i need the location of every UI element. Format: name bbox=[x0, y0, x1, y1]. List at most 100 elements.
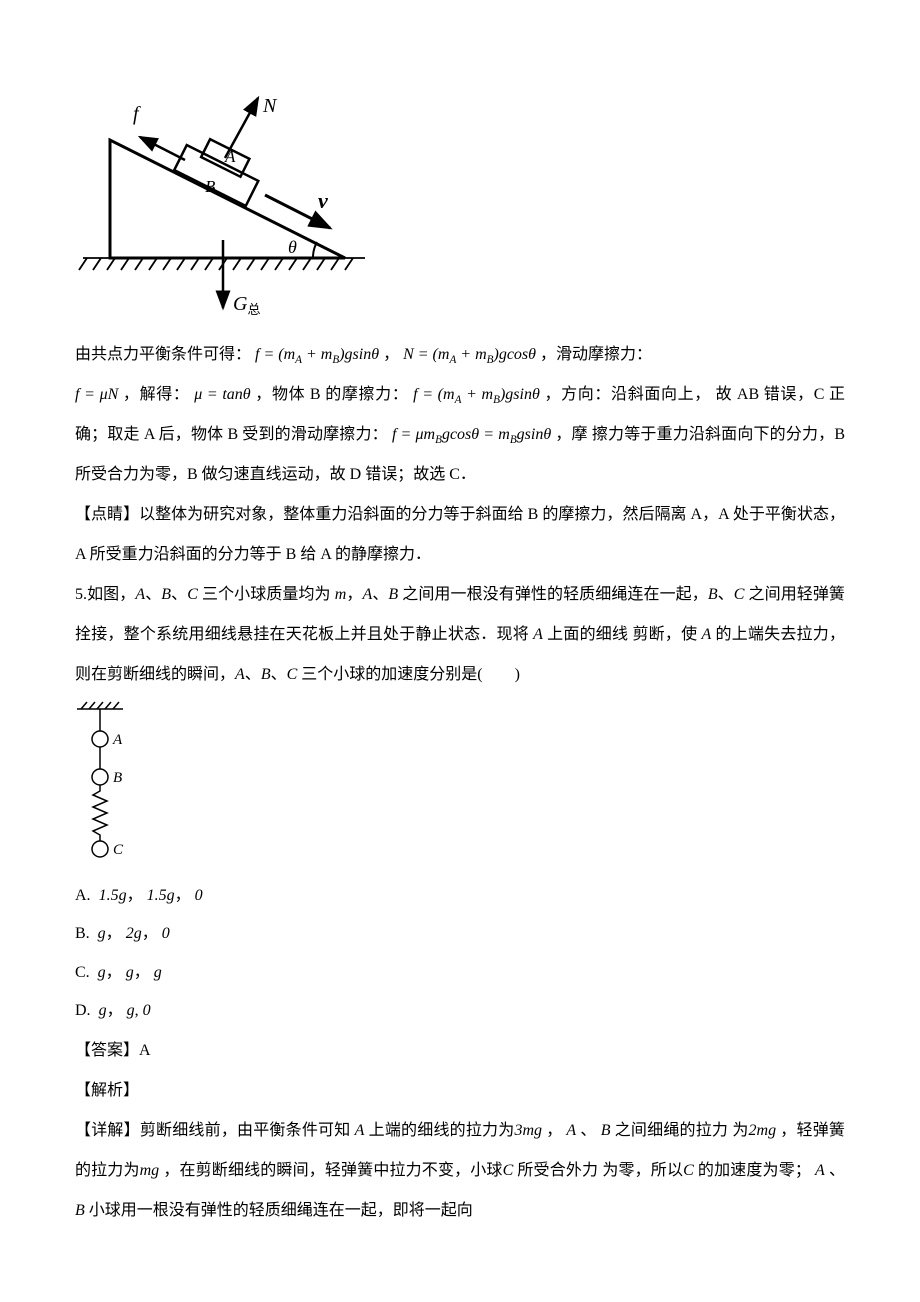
opt-A-t1: 1.5 bbox=[99, 887, 119, 904]
exp-p2a: 为 bbox=[732, 1122, 748, 1139]
label-theta: θ bbox=[288, 237, 297, 257]
opt-C-g1: g bbox=[98, 964, 106, 981]
exp-p1f: A bbox=[562, 1122, 576, 1139]
opt-A-g2: g bbox=[167, 887, 175, 904]
q5-num: 5. bbox=[75, 586, 87, 603]
ans-label: 【答案】 bbox=[75, 1042, 139, 1059]
figure-hanging: A B C bbox=[75, 701, 845, 871]
q5-l3b: A bbox=[702, 626, 712, 643]
eq-fb: f = (mA + mB)gsinθ bbox=[413, 386, 540, 403]
sol1-l2-mid2: ，物体 B 的摩擦力： bbox=[255, 386, 408, 403]
q5-s12: B bbox=[388, 586, 398, 603]
exp-detail-label: 【详解】 bbox=[75, 1122, 140, 1139]
exp-p3c: 的加速度为零； bbox=[694, 1162, 811, 1179]
opt-C-s1: ， bbox=[106, 964, 122, 981]
opt-C-g3: g bbox=[154, 964, 162, 981]
sol1-l1-mid: ， bbox=[383, 346, 399, 363]
q5-l3d: A bbox=[235, 666, 245, 683]
opt-A-lead: A. bbox=[75, 887, 91, 904]
exp-p1g: 、 bbox=[576, 1122, 596, 1139]
sol1-l3-end: ，摩 bbox=[555, 426, 587, 443]
exp-p1i: 之间细绳的拉力 bbox=[611, 1122, 729, 1139]
exp-2mg: 2mg bbox=[749, 1122, 777, 1139]
q5-l3h: C bbox=[287, 666, 298, 683]
label-G: G总 bbox=[233, 293, 260, 317]
exp-label: 【解析】 bbox=[75, 1071, 845, 1111]
opt-A-s2: ， bbox=[175, 887, 191, 904]
q5-s5: 、 bbox=[171, 586, 187, 603]
option-A: A. 1.5g， 1.5g， 0 bbox=[75, 877, 845, 915]
exp-p3b: C bbox=[683, 1162, 694, 1179]
sol1-l1-prefix: 由共点力平衡条件可得： bbox=[75, 346, 251, 363]
tip-block: 【点睛】以整体为研究对象，整体重力沿斜面的分力等于斜面给 B 的摩擦力，然后隔离… bbox=[75, 495, 845, 575]
label-B: B bbox=[205, 177, 216, 196]
exp-3mg: 3mg bbox=[514, 1122, 542, 1139]
answer-line: 【答案】A bbox=[75, 1031, 845, 1071]
sol1-l2-end: ，方向：沿斜面向上， bbox=[544, 386, 711, 403]
opt-D-g1: g bbox=[99, 1002, 107, 1019]
exp-p1e: ， bbox=[542, 1122, 562, 1139]
opt-B-s1: ， bbox=[106, 925, 122, 942]
option-B: B. g， 2g， 0 bbox=[75, 915, 845, 953]
q5-l3a: 剪断，使 bbox=[632, 626, 701, 643]
opt-D-g2: g bbox=[127, 1002, 135, 1019]
exp-p1c: 上端的细线的拉力为 bbox=[364, 1122, 514, 1139]
opt-D-s1: ， bbox=[107, 1002, 123, 1019]
q5-s3: 、 bbox=[145, 586, 161, 603]
fig2-label-A: A bbox=[112, 732, 123, 748]
q5-s6: C bbox=[187, 586, 198, 603]
opt-D-lead: D. bbox=[75, 1002, 91, 1019]
q5-s11: 、 bbox=[372, 586, 388, 603]
figure-incline: f N A B v θ G总 bbox=[65, 90, 845, 325]
q5-l3e: 、 bbox=[245, 666, 261, 683]
exp-p3d: A bbox=[811, 1162, 825, 1179]
opt-C-s2: ， bbox=[134, 964, 150, 981]
eq-fmu: f = μN bbox=[75, 386, 118, 403]
fig2-label-C: C bbox=[113, 842, 124, 858]
q5-s7: 三个小球质量均为 bbox=[198, 586, 335, 603]
label-v: v bbox=[318, 188, 328, 213]
exp-mg: mg bbox=[140, 1162, 160, 1179]
q5-s14: B bbox=[708, 586, 718, 603]
sol1-l1-end: ，滑动摩擦力： bbox=[540, 346, 652, 363]
q5-s8: m bbox=[335, 586, 347, 603]
opt-B-lead: B. bbox=[75, 925, 90, 942]
opt-A-g1: g bbox=[119, 887, 127, 904]
ans-val: A bbox=[139, 1042, 151, 1059]
opt-B-t3: 0 bbox=[162, 925, 170, 942]
exp-p2e: ，在剪断细线的瞬间，轻弹簧中拉力不变，小球 bbox=[159, 1162, 502, 1179]
q5-s1: 如图， bbox=[87, 586, 135, 603]
sol1-l2-mid1: ，解得： bbox=[123, 386, 190, 403]
q5-s13: 之间用一根没有弹性的轻质细绳连在一起， bbox=[398, 586, 708, 603]
exp-p3f: B bbox=[75, 1202, 85, 1219]
tip-text-1: 以整体为研究对象，整体重力沿斜面的分力等于斜面给 B 的摩擦力，然后隔离 A，A bbox=[139, 506, 729, 523]
q5-s15: 、 bbox=[718, 586, 734, 603]
opt-C-lead: C. bbox=[75, 964, 90, 981]
eq-friction: f = μmBgcosθ = mBgsinθ bbox=[392, 426, 551, 443]
exp-p1h: B bbox=[597, 1122, 611, 1139]
q5-s4: B bbox=[161, 586, 171, 603]
exp-p2f: C bbox=[503, 1162, 514, 1179]
opt-D-t3: 0 bbox=[143, 1002, 151, 1019]
opt-B-g1: g bbox=[98, 925, 106, 942]
q5-l3f: B bbox=[261, 666, 271, 683]
q5-stem: 5.如图，A、B、C 三个小球质量均为 m，A、B 之间用一根没有弹性的轻质细绳… bbox=[75, 575, 845, 695]
option-C: C. g， g， g bbox=[75, 954, 845, 992]
exp-detail: 【详解】剪断细线前，由平衡条件可知 A 上端的细线的拉力为3mg ， A 、 B… bbox=[75, 1111, 845, 1231]
opt-A-s1: ， bbox=[127, 887, 143, 904]
incline-svg: f N A B v θ G总 bbox=[65, 90, 385, 320]
eq-N: N = (mA + mB)gcosθ bbox=[403, 346, 536, 363]
label-A: A bbox=[224, 147, 236, 166]
opt-B-s2: ， bbox=[142, 925, 158, 942]
exp-p2g: 所受合外力 bbox=[513, 1162, 598, 1179]
label-N: N bbox=[262, 95, 278, 117]
opt-B-g2: g bbox=[134, 925, 142, 942]
exp-p3e: 、 bbox=[825, 1162, 845, 1179]
opt-A-t2: 1.5 bbox=[147, 887, 167, 904]
exp-p3g: 小球用一根没有弹性的轻质细绳连在一起，即将一起向 bbox=[85, 1202, 473, 1219]
exp-p3a: 为零，所以 bbox=[602, 1162, 683, 1179]
q5-s10: A bbox=[362, 586, 372, 603]
q5-l2b: A bbox=[533, 626, 543, 643]
exp-label-text: 【解析】 bbox=[75, 1082, 139, 1099]
q5-s9: ， bbox=[346, 586, 362, 603]
